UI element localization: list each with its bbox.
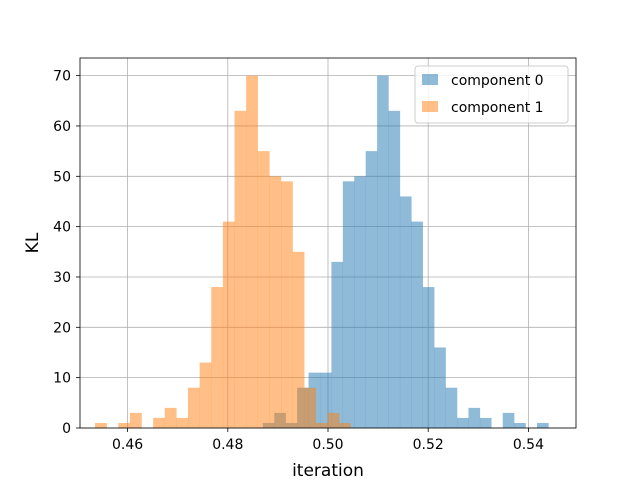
legend-box: [414, 65, 569, 124]
bar-component-0-bin-12: [399, 196, 412, 428]
bar-component-0-bin-9: [365, 151, 378, 428]
bar-component-1-bin-13: [246, 75, 258, 428]
bar-component-1-bin-10: [211, 287, 224, 428]
legend-label-component-1: component 1: [451, 100, 544, 116]
x-tick-label-2: 0.50: [312, 437, 343, 453]
y-tick-label-6: 60: [53, 119, 71, 135]
bar-component-1-bin-17: [292, 251, 305, 428]
legend-swatch-component-0: [422, 74, 438, 85]
bar-component-0-bin-10: [377, 75, 389, 428]
bar-component-1-bin-6: [164, 407, 177, 428]
bar-component-0-bin-14: [422, 287, 435, 428]
bar-component-1-bin-18: [304, 387, 317, 428]
bar-component-0-bin-16: [445, 387, 458, 428]
legend-label-component-0: component 0: [451, 73, 544, 89]
bar-component-0-bin-5: [319, 372, 332, 428]
bar-component-1-bin-11: [222, 221, 235, 428]
bar-component-1-bin-7: [176, 417, 189, 428]
bar-component-1-bin-8: [188, 387, 200, 428]
bar-component-0-bin-6: [331, 261, 344, 428]
bar-component-1-bin-20: [327, 412, 340, 428]
x-tick-label-4: 0.54: [513, 437, 544, 453]
bar-component-1-bin-12: [234, 110, 247, 428]
bar-component-1-bin-16: [281, 181, 293, 428]
bar-component-0-bin-11: [388, 110, 401, 428]
bar-component-1-bin-3: [129, 412, 142, 428]
bar-component-1-bin-2: [118, 422, 131, 428]
x-axis-label: iteration: [292, 461, 364, 480]
series-component-1: [95, 75, 351, 428]
y-axis-label: KL: [23, 232, 43, 253]
y-tick-label-0: 0: [62, 421, 71, 437]
bars: [95, 75, 549, 428]
x-tick-label-3: 0.52: [413, 437, 444, 453]
bar-component-1-bin-5: [153, 417, 165, 428]
axis-ticks: 0.46 0.48 0.50 0.52 0.54 0 10 20 30 40 50 60 70: [53, 69, 544, 453]
bar-component-0-bin-24: [537, 422, 549, 428]
bar-component-0-bin-19: [479, 417, 492, 428]
bar-component-0-bin-18: [468, 407, 481, 428]
bar-component-0-bin-21: [502, 412, 515, 428]
y-tick-label-5: 50: [53, 169, 71, 185]
bar-component-1-bin-21: [339, 422, 351, 428]
legend: component 0 component 1: [414, 65, 569, 124]
bar-component-0-bin-15: [434, 347, 446, 428]
y-tick-label-1: 10: [53, 371, 71, 387]
y-tick-label-3: 30: [53, 270, 71, 286]
bar-component-0-bin-22: [514, 422, 526, 428]
bar-component-0-bin-13: [411, 221, 423, 428]
bar-component-1-bin-9: [199, 362, 212, 428]
y-tick-label-7: 70: [53, 69, 71, 85]
bar-component-1-bin-15: [269, 176, 282, 428]
legend-swatch-component-1: [422, 101, 438, 112]
y-tick-label-4: 40: [53, 220, 71, 236]
x-tick-label-1: 0.48: [212, 437, 243, 453]
bar-component-0-bin-7: [342, 181, 355, 428]
bar-component-1-bin-0: [95, 422, 107, 428]
bar-component-0-bin-17: [457, 417, 469, 428]
bar-component-1-bin-14: [257, 151, 270, 428]
y-tick-label-2: 20: [53, 320, 71, 336]
bar-component-0-bin-8: [354, 176, 366, 428]
x-tick-label-0: 0.46: [112, 437, 143, 453]
bar-component-1-bin-19: [315, 422, 328, 428]
